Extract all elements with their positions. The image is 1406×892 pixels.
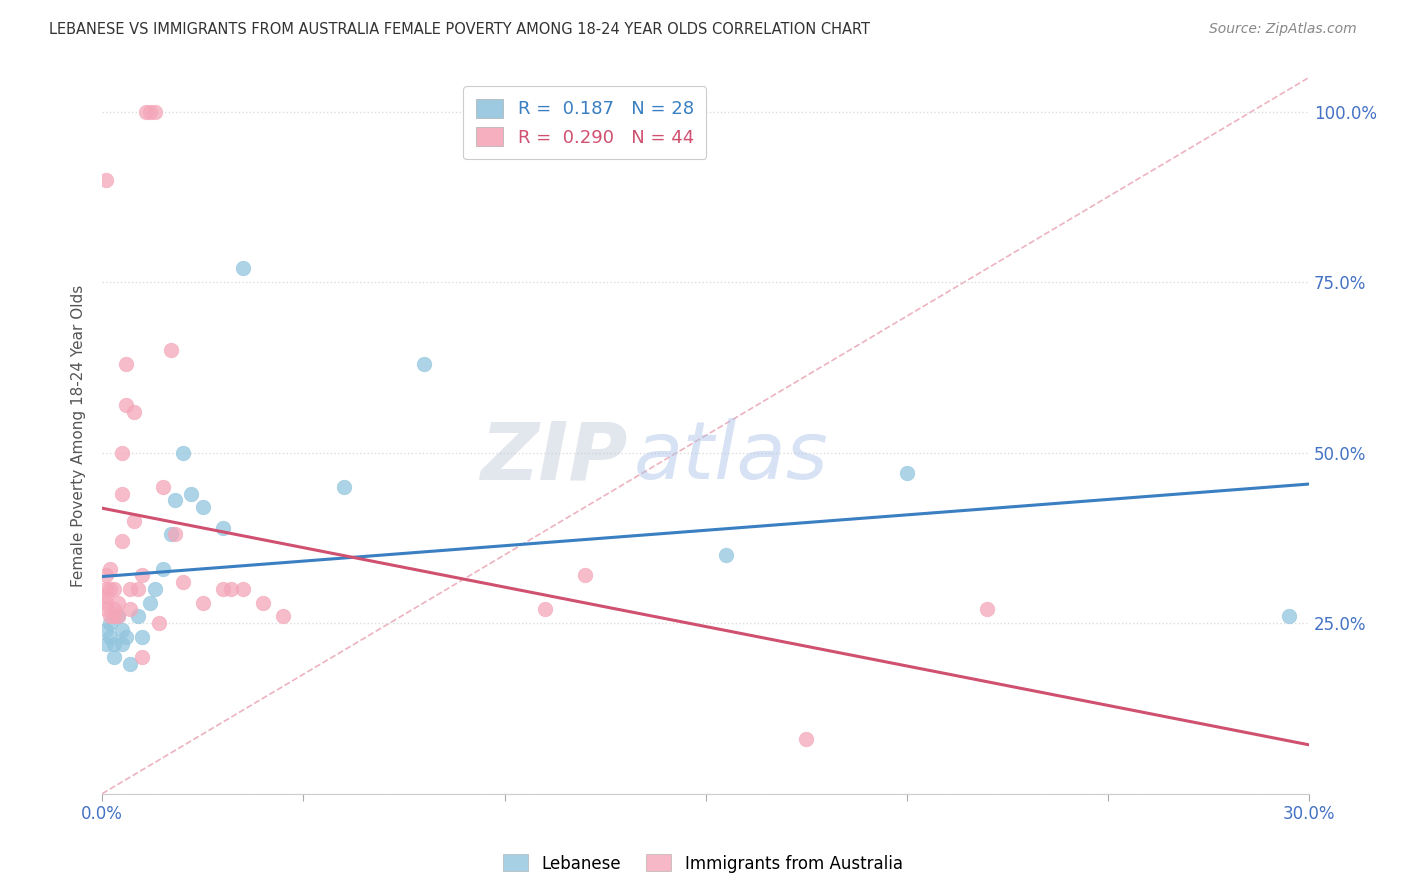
- Point: [96, 173, 118, 187]
- Point: [714, 548, 737, 562]
- Point: [103, 637, 125, 651]
- Point: [96, 637, 118, 651]
- Point: [127, 582, 149, 596]
- Point: [574, 568, 596, 582]
- Point: [163, 527, 186, 541]
- Point: [96, 602, 118, 616]
- Point: [271, 609, 294, 624]
- Text: Source: ZipAtlas.com: Source: ZipAtlas.com: [1209, 22, 1357, 37]
- Point: [413, 357, 436, 371]
- Point: [111, 623, 134, 637]
- Point: [120, 582, 142, 596]
- Point: [163, 493, 186, 508]
- Point: [98, 561, 121, 575]
- Point: [120, 657, 142, 671]
- Point: [103, 602, 125, 616]
- Point: [794, 732, 817, 747]
- Point: [172, 445, 194, 459]
- Point: [115, 630, 138, 644]
- Point: [152, 480, 174, 494]
- Text: LEBANESE VS IMMIGRANTS FROM AUSTRALIA FEMALE POVERTY AMONG 18-24 YEAR OLDS CORRE: LEBANESE VS IMMIGRANTS FROM AUSTRALIA FE…: [49, 22, 870, 37]
- Point: [332, 480, 354, 494]
- Point: [98, 616, 121, 631]
- Point: [252, 596, 274, 610]
- Point: [212, 582, 235, 596]
- Point: [103, 609, 125, 624]
- Point: [103, 650, 125, 665]
- Point: [96, 568, 118, 582]
- Point: [111, 445, 134, 459]
- Point: [96, 589, 118, 603]
- Point: [107, 596, 129, 610]
- Point: [159, 527, 181, 541]
- Point: [212, 521, 235, 535]
- Point: [976, 602, 998, 616]
- Point: [103, 582, 125, 596]
- Point: [111, 637, 134, 651]
- Point: [111, 534, 134, 549]
- Point: [96, 582, 118, 596]
- Point: [143, 582, 166, 596]
- Point: [191, 596, 214, 610]
- Legend: Lebanese, Immigrants from Australia: Lebanese, Immigrants from Australia: [496, 847, 910, 880]
- Point: [107, 609, 129, 624]
- Text: ZIP: ZIP: [479, 418, 627, 496]
- Point: [143, 104, 166, 119]
- Point: [96, 623, 118, 637]
- Point: [152, 561, 174, 575]
- Point: [1278, 609, 1301, 624]
- Point: [96, 596, 118, 610]
- Point: [232, 582, 254, 596]
- Point: [172, 575, 194, 590]
- Y-axis label: Female Poverty Among 18-24 Year Olds: Female Poverty Among 18-24 Year Olds: [72, 285, 86, 587]
- Point: [111, 486, 134, 500]
- Point: [159, 343, 181, 358]
- Point: [98, 630, 121, 644]
- Point: [98, 609, 121, 624]
- Point: [139, 596, 162, 610]
- Point: [127, 609, 149, 624]
- Point: [135, 104, 157, 119]
- Point: [896, 466, 918, 480]
- Point: [232, 261, 254, 276]
- Point: [131, 650, 153, 665]
- Point: [124, 405, 146, 419]
- Point: [219, 582, 242, 596]
- Text: atlas: atlas: [633, 418, 828, 496]
- Point: [107, 609, 129, 624]
- Point: [115, 357, 138, 371]
- Point: [180, 486, 202, 500]
- Legend: R =  0.187   N = 28, R =  0.290   N = 44: R = 0.187 N = 28, R = 0.290 N = 44: [464, 87, 706, 160]
- Point: [120, 602, 142, 616]
- Point: [115, 398, 138, 412]
- Point: [131, 568, 153, 582]
- Point: [139, 104, 162, 119]
- Point: [131, 630, 153, 644]
- Point: [533, 602, 555, 616]
- Point: [124, 514, 146, 528]
- Point: [98, 582, 121, 596]
- Point: [148, 616, 170, 631]
- Point: [191, 500, 214, 515]
